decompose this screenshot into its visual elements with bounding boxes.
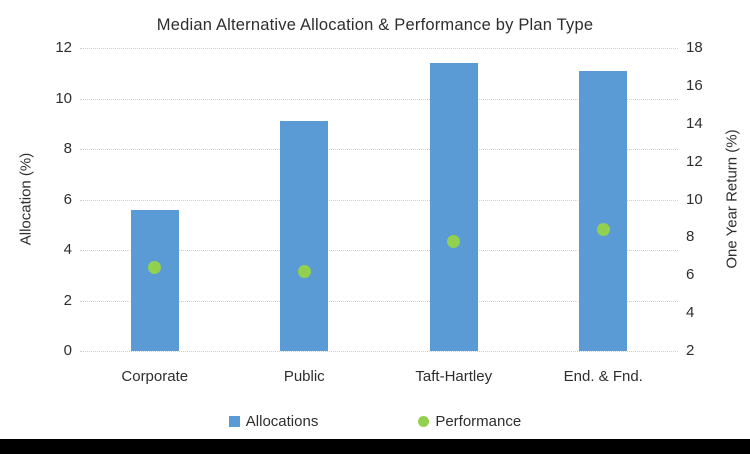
performance-dot: [297, 264, 311, 278]
category-label: Public: [283, 368, 325, 385]
allocation-bar: [429, 63, 478, 351]
left-axis-tick-label: 6: [63, 190, 72, 208]
bar-series-swatch-icon: [228, 416, 240, 427]
chart-title: Median Alternative Allocation & Performa…: [156, 16, 594, 34]
performance-dot: [447, 234, 461, 248]
category-label: Corporate: [121, 368, 189, 385]
allocation-bar: [130, 209, 179, 351]
gridline: [80, 48, 678, 49]
left-axis-tick-label: 8: [63, 140, 72, 157]
right-axis-tick-label: 14: [686, 114, 703, 132]
right-axis-tick-label: 2: [686, 342, 695, 359]
gridline: [80, 98, 678, 100]
right-axis-tick-label: 18: [686, 39, 703, 56]
gridline: [80, 250, 678, 251]
gridline: [80, 300, 678, 302]
right-axis-tick-label: 4: [686, 304, 695, 322]
performance-dot: [596, 223, 610, 237]
left-axis-tick-label: 2: [63, 291, 72, 309]
allocation-bar: [579, 70, 628, 351]
left-axis-tick-label: 0: [63, 342, 72, 359]
right-axis-tick-label: 12: [686, 152, 703, 170]
right-axis-tick-label: 8: [686, 228, 695, 246]
bottom-black-bar: [0, 439, 750, 454]
left-axis-tick-label: 4: [63, 241, 72, 258]
legend-label-allocations: Allocations: [245, 413, 319, 430]
performance-dot: [148, 261, 162, 275]
legend: Allocations Performance: [0, 413, 750, 430]
left-axis-tick-label: 10: [55, 89, 72, 107]
right-axis-tick-label: 6: [686, 266, 695, 284]
right-axis-tick-label: 10: [686, 190, 703, 208]
category-label: Taft-Hartley: [415, 368, 493, 385]
gridline: [80, 351, 678, 352]
gridline: [80, 199, 678, 201]
left-axis-tick-label: 12: [55, 39, 72, 56]
gridline: [80, 149, 678, 150]
category-label: End. & Fnd.: [563, 368, 643, 385]
legend-item-performance: Performance: [418, 413, 521, 430]
allocation-bar: [280, 121, 329, 351]
legend-item-allocations: Allocations: [228, 413, 319, 430]
right-axis-tick-label: 16: [686, 76, 703, 94]
dot-series-swatch-icon: [418, 416, 430, 427]
legend-label-performance: Performance: [435, 413, 522, 430]
